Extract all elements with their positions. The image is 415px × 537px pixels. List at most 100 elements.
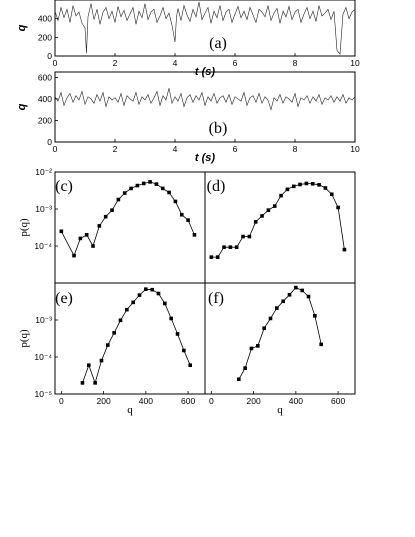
data-point bbox=[150, 287, 154, 292]
panel-e: 0 200 400 600 10⁻³ 10⁻⁴ 10⁻⁵ (e) q p(q) bbox=[18, 282, 206, 416]
data-point bbox=[266, 208, 271, 212]
data-point bbox=[249, 346, 254, 351]
data-point bbox=[118, 318, 123, 323]
plot-frame bbox=[204, 282, 356, 395]
x-tick-label: 10 bbox=[350, 144, 360, 154]
data-point bbox=[129, 186, 133, 191]
x-tick-label: 4 bbox=[173, 144, 178, 154]
data-point bbox=[342, 247, 347, 252]
data-point bbox=[323, 186, 328, 190]
data-point bbox=[241, 234, 245, 239]
y-tick-label: 600 bbox=[38, 72, 52, 82]
plot-frame bbox=[204, 171, 356, 284]
panel-d: (d) bbox=[204, 171, 356, 284]
panel-label: (f) bbox=[208, 290, 224, 307]
data-point bbox=[137, 293, 142, 297]
series-line bbox=[60, 181, 195, 257]
data-point bbox=[253, 220, 258, 224]
data-point bbox=[160, 186, 165, 191]
data-point bbox=[243, 366, 247, 370]
x-axis-label: t (s) bbox=[195, 152, 216, 164]
series-line bbox=[238, 287, 322, 380]
data-point bbox=[262, 326, 266, 331]
y-tick-label: 10⁻³ bbox=[35, 204, 52, 214]
data-point bbox=[141, 181, 146, 186]
x-tick-label: 2 bbox=[113, 144, 118, 154]
data-point bbox=[163, 301, 167, 306]
data-point bbox=[192, 233, 197, 237]
x-tick-label: 600 bbox=[331, 396, 345, 406]
data-point bbox=[272, 204, 277, 208]
data-point bbox=[112, 331, 116, 335]
panel-c: 10⁻² 10⁻³ 10⁻⁴ (c) p(q) bbox=[18, 167, 206, 284]
panel-label: (d) bbox=[207, 178, 226, 195]
data-point bbox=[209, 255, 214, 259]
y-tick-label: 10⁻² bbox=[35, 167, 52, 177]
data-point bbox=[247, 234, 252, 239]
x-axis-label: q bbox=[127, 404, 133, 416]
data-point bbox=[116, 197, 121, 202]
y-axis-label: q bbox=[16, 103, 28, 110]
x-tick-label: 6 bbox=[233, 144, 238, 154]
data-point bbox=[91, 244, 95, 248]
data-point bbox=[336, 205, 340, 210]
data-point bbox=[268, 316, 273, 321]
panel-label: (c) bbox=[55, 178, 73, 195]
data-point bbox=[222, 245, 226, 249]
data-point bbox=[156, 291, 161, 296]
data-point bbox=[275, 306, 279, 310]
data-point bbox=[122, 191, 127, 195]
data-point bbox=[135, 183, 140, 188]
data-point bbox=[93, 381, 97, 385]
x-tick-label: 4 bbox=[173, 58, 178, 68]
data-point bbox=[72, 253, 76, 258]
data-point bbox=[294, 285, 298, 290]
x-tick-label: 2 bbox=[113, 58, 118, 68]
data-point bbox=[329, 192, 334, 197]
data-point bbox=[182, 348, 186, 353]
data-point bbox=[125, 307, 129, 312]
data-point bbox=[304, 181, 309, 186]
panel-label: (e) bbox=[55, 290, 73, 307]
panel-b: 0 2 4 6 8 10 0 200 400 600 (b) t (s) q bbox=[16, 71, 360, 164]
data-point bbox=[80, 381, 85, 385]
data-point bbox=[234, 245, 239, 249]
data-point bbox=[173, 199, 178, 204]
y-tick-label: 200 bbox=[38, 115, 52, 125]
data-point bbox=[179, 212, 184, 217]
data-point bbox=[84, 233, 89, 237]
y-tick-label: 400 bbox=[38, 94, 52, 104]
data-point bbox=[87, 363, 91, 368]
y-tick-label: 10⁻⁴ bbox=[34, 352, 52, 362]
data-point bbox=[78, 236, 83, 241]
data-point bbox=[167, 190, 171, 195]
series-line bbox=[54, 88, 356, 111]
data-point bbox=[256, 344, 260, 348]
data-point bbox=[131, 300, 135, 305]
y-tick-label: 0 bbox=[47, 51, 52, 61]
data-point bbox=[97, 224, 102, 228]
data-point bbox=[317, 183, 321, 187]
data-point bbox=[237, 377, 241, 382]
y-tick-label: 10⁻⁵ bbox=[35, 389, 52, 399]
data-point bbox=[300, 288, 304, 293]
x-tick-label: 0 bbox=[53, 58, 58, 68]
x-tick-label: 400 bbox=[139, 396, 153, 406]
data-point bbox=[59, 229, 64, 234]
data-point bbox=[281, 299, 285, 304]
data-point bbox=[175, 332, 180, 336]
x-tick-label: 0 bbox=[59, 396, 64, 406]
data-point bbox=[228, 245, 233, 249]
x-tick-label: 8 bbox=[293, 144, 298, 154]
panel-f: 0 200 400 600 (f) q bbox=[204, 282, 356, 416]
y-tick-label: 200 bbox=[38, 32, 52, 42]
y-tick-label: 0 bbox=[47, 137, 52, 147]
data-point bbox=[99, 358, 104, 363]
series-line bbox=[211, 183, 345, 258]
x-tick-label: 0 bbox=[209, 396, 214, 406]
data-point bbox=[306, 294, 311, 299]
data-point bbox=[106, 343, 110, 347]
data-point bbox=[310, 181, 315, 186]
